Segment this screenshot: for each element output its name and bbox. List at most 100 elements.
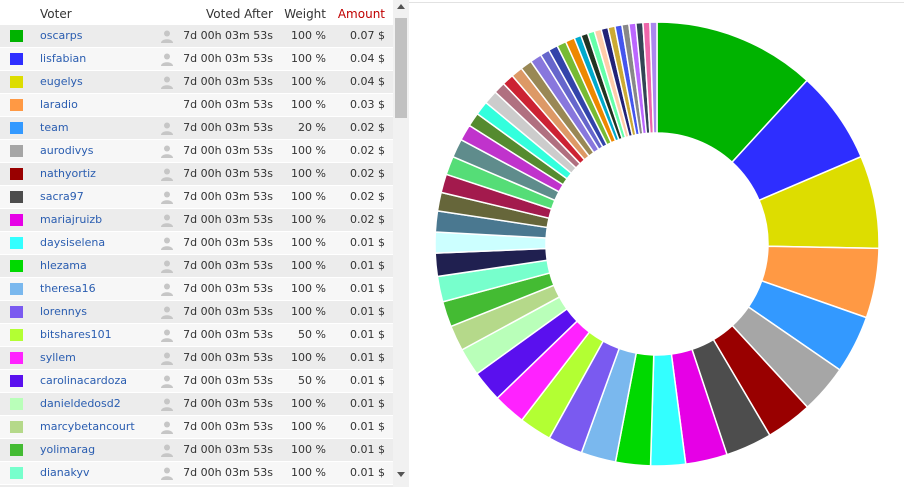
voter-link[interactable]: laradio (40, 98, 78, 111)
vote-amount: 0.01 $ (350, 328, 385, 341)
voted-after: 7d 00h 03m 53s (183, 236, 273, 249)
header-voted-after[interactable]: Voted After (206, 7, 273, 21)
voter-link[interactable]: team (40, 121, 69, 134)
table-row[interactable]: daysiselena 7d 00h 03m 53s 100 % 0.01 $ (0, 232, 393, 255)
vote-weight: 50 % (298, 374, 326, 387)
table-row[interactable]: team 7d 00h 03m 53s 20 % 0.02 $ (0, 117, 393, 140)
table-row[interactable]: sacra97 7d 00h 03m 53s 100 % 0.02 $ (0, 186, 393, 209)
header-weight[interactable]: Weight (284, 7, 326, 21)
table-row[interactable]: dianakyv 7d 00h 03m 53s 100 % 0.01 $ (0, 462, 393, 485)
vote-amount: 0.02 $ (350, 190, 385, 203)
scroll-thumb[interactable] (395, 18, 407, 118)
user-avatar-icon (161, 191, 173, 204)
table-header: Voter Voted After Weight Amount (0, 0, 393, 25)
vote-amount: 0.01 $ (350, 374, 385, 387)
voter-link[interactable]: mariajruizb (40, 213, 103, 226)
color-swatch (10, 76, 23, 88)
user-avatar-icon (161, 467, 173, 480)
vote-weight: 100 % (291, 259, 326, 272)
voter-link[interactable]: dianakyv (40, 466, 90, 479)
voter-link[interactable]: bitshares101 (40, 328, 112, 341)
table-scrollbar[interactable] (393, 0, 409, 487)
table-row[interactable]: oscarps 7d 00h 03m 53s 100 % 0.07 $ (0, 25, 393, 48)
table-row[interactable]: eugelys 7d 00h 03m 53s 100 % 0.04 $ (0, 71, 393, 94)
vote-weight: 100 % (291, 305, 326, 318)
voted-after: 7d 00h 03m 53s (183, 351, 273, 364)
header-voter[interactable]: Voter (40, 7, 72, 21)
donut-slice[interactable] (649, 21, 658, 134)
voted-after: 7d 00h 03m 53s (183, 443, 273, 456)
scroll-down-arrow-icon[interactable] (397, 472, 405, 477)
table-row[interactable]: hlezama 7d 00h 03m 53s 100 % 0.01 $ (0, 255, 393, 278)
table-row[interactable]: carolinacardoza 7d 00h 03m 53s 50 % 0.01 $ (0, 370, 393, 393)
color-swatch (10, 145, 23, 157)
voted-after: 7d 00h 03m 53s (183, 121, 273, 134)
voter-link[interactable]: yolimarag (40, 443, 96, 456)
vote-weight: 100 % (291, 75, 326, 88)
scroll-up-arrow-icon[interactable] (397, 4, 405, 9)
voter-link[interactable]: marcybetancourt (40, 420, 135, 433)
user-avatar-icon (161, 421, 173, 434)
table-row[interactable]: syllem 7d 00h 03m 53s 100 % 0.01 $ (0, 347, 393, 370)
voted-after: 7d 00h 03m 53s (183, 29, 273, 42)
voter-link[interactable]: hlezama (40, 259, 87, 272)
voted-after: 7d 00h 03m 53s (183, 420, 273, 433)
vote-weight: 100 % (291, 466, 326, 479)
table-row[interactable]: theresa16 7d 00h 03m 53s 100 % 0.01 $ (0, 278, 393, 301)
voter-link[interactable]: carolinacardoza (40, 374, 127, 387)
user-avatar-icon (161, 145, 173, 158)
voter-link[interactable]: sacra97 (40, 190, 84, 203)
voted-after: 7d 00h 03m 53s (183, 167, 273, 180)
voter-link[interactable]: nathyortiz (40, 167, 96, 180)
color-swatch (10, 421, 23, 433)
votes-table: Voter Voted After Weight Amount oscarps 7… (0, 0, 409, 487)
color-swatch (10, 444, 23, 456)
table-row[interactable]: laradio 7d 00h 03m 53s 100 % 0.03 $ (0, 94, 393, 117)
vote-amount: 0.03 $ (350, 98, 385, 111)
voted-after: 7d 00h 03m 53s (183, 259, 273, 272)
voted-after: 7d 00h 03m 53s (183, 213, 273, 226)
voted-after: 7d 00h 03m 53s (183, 282, 273, 295)
color-swatch (10, 122, 23, 134)
vote-weight: 100 % (291, 420, 326, 433)
voter-link[interactable]: oscarps (40, 29, 83, 42)
table-row[interactable]: lorennys 7d 00h 03m 53s 100 % 0.01 $ (0, 301, 393, 324)
color-swatch (10, 260, 23, 272)
voted-after: 7d 00h 03m 53s (183, 144, 273, 157)
vote-amount: 0.01 $ (350, 420, 385, 433)
color-swatch (10, 306, 23, 318)
vote-weight: 100 % (291, 167, 326, 180)
vote-weight: 100 % (291, 144, 326, 157)
color-swatch (10, 352, 23, 364)
voted-after: 7d 00h 03m 53s (183, 305, 273, 318)
voter-link[interactable]: eugelys (40, 75, 83, 88)
voter-link[interactable]: danieldedosd2 (40, 397, 121, 410)
table-row[interactable]: danieldedosd2 7d 00h 03m 53s 100 % 0.01 $ (0, 393, 393, 416)
table-row[interactable]: marcybetancourt 7d 00h 03m 53s 100 % 0.01 $ (0, 416, 393, 439)
vote-weight: 100 % (291, 351, 326, 364)
voter-link[interactable]: theresa16 (40, 282, 96, 295)
table-row[interactable]: nathyortiz 7d 00h 03m 53s 100 % 0.02 $ (0, 163, 393, 186)
vote-amount: 0.02 $ (350, 121, 385, 134)
table-row[interactable]: yolimarag 7d 00h 03m 53s 100 % 0.01 $ (0, 439, 393, 462)
table-row[interactable]: mariajruizb 7d 00h 03m 53s 100 % 0.02 $ (0, 209, 393, 232)
vote-weight: 100 % (291, 282, 326, 295)
color-swatch (10, 237, 23, 249)
header-amount[interactable]: Amount (337, 7, 385, 21)
voter-link[interactable]: lisfabian (40, 52, 87, 65)
user-avatar-icon (161, 398, 173, 411)
voted-after: 7d 00h 03m 53s (183, 98, 273, 111)
voter-link[interactable]: daysiselena (40, 236, 106, 249)
table-row[interactable]: lisfabian 7d 00h 03m 53s 100 % 0.04 $ (0, 48, 393, 71)
voter-link[interactable]: syllem (40, 351, 76, 364)
table-body: oscarps 7d 00h 03m 53s 100 % 0.07 $ lisfabia… (0, 25, 393, 487)
table-row[interactable]: aurodivys 7d 00h 03m 53s 100 % 0.02 $ (0, 140, 393, 163)
voter-link[interactable]: lorennys (40, 305, 88, 318)
color-swatch (10, 191, 23, 203)
table-row[interactable]: bitshares101 7d 00h 03m 53s 50 % 0.01 $ (0, 324, 393, 347)
vote-weight: 100 % (291, 443, 326, 456)
voter-link[interactable]: aurodivys (40, 144, 94, 157)
color-swatch (10, 283, 23, 295)
user-avatar-icon (161, 283, 173, 296)
